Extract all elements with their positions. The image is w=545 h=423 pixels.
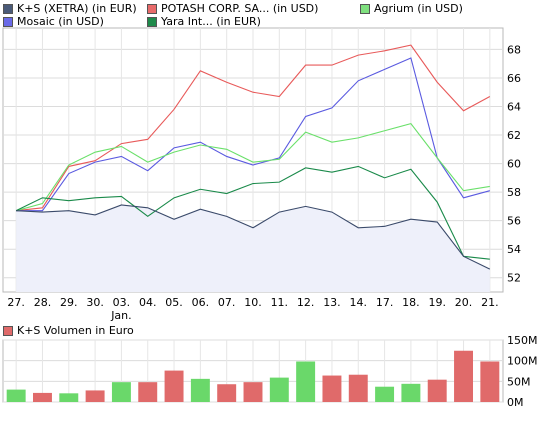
volume-legend-label: K+S Volumen in Euro [17, 324, 134, 337]
volume-bar [348, 374, 368, 402]
x-tick-label: 29. [60, 296, 78, 309]
x-tick-label: 21. [481, 296, 499, 309]
legend-label: Yara Int... (in EUR) [161, 15, 261, 28]
volume-y-tick-label: 100M [507, 355, 538, 368]
legend-swatch [3, 16, 13, 27]
volume-bar [6, 389, 26, 402]
x-tick-label: 28. [34, 296, 52, 309]
x-tick-label: 10. [244, 296, 262, 309]
volume-bar [111, 382, 131, 402]
legend-label: Agrium (in USD) [374, 2, 463, 15]
series-line-3 [16, 57, 490, 212]
volume-y-tick-label: 0M [507, 396, 524, 409]
legend-item-ks[interactable]: K+S (XETRA) (in EUR) [3, 2, 137, 15]
y-tick-label: 52 [507, 272, 521, 285]
y-tick-label: 66 [507, 72, 521, 85]
y-tick-label: 60 [507, 158, 521, 171]
y-tick-label: 64 [507, 100, 521, 113]
legend-item-yara[interactable]: Yara Int... (in EUR) [147, 15, 261, 28]
x-tick-label: 13. [323, 296, 341, 309]
x-tick-label: 05. [165, 296, 183, 309]
x-tick-label: 17. [376, 296, 394, 309]
volume-bar [217, 384, 237, 402]
legend-swatch [360, 3, 370, 14]
volume-bar [296, 361, 316, 402]
volume-bar [322, 375, 342, 402]
legend-label: K+S (XETRA) (in EUR) [17, 2, 137, 15]
y-tick-label: 58 [507, 186, 521, 199]
legend-swatch [147, 16, 157, 27]
volume-bar [59, 393, 79, 402]
x-tick-label: 04. [139, 296, 157, 309]
volume-bar [138, 382, 158, 402]
legend-label: POTASH CORP. SA... (in USD) [161, 2, 319, 15]
x-tick-label: 06. [192, 296, 210, 309]
x-tick-label: 11. [271, 296, 289, 309]
y-tick-label: 56 [507, 215, 521, 228]
volume-y-tick-label: 150M [507, 334, 538, 347]
series-line-4 [15, 165, 490, 260]
series-line-1 [16, 44, 491, 212]
volume-bar [243, 382, 263, 402]
legend-swatch [3, 3, 13, 14]
volume-y-tick-label: 50M [507, 375, 531, 388]
volume-bar [164, 370, 184, 402]
x-tick-label: 12. [297, 296, 315, 309]
volume-bar [269, 377, 289, 402]
legend-swatch [3, 325, 13, 336]
x-tick-label: 18. [402, 296, 420, 309]
x-tick-label: 07. [218, 296, 236, 309]
volume-bar [480, 361, 500, 402]
x-tick-label: 20. [455, 296, 473, 309]
series-line-0 [16, 204, 491, 270]
volume-bar [454, 350, 473, 402]
volume-legend: K+S Volumen in Euro [3, 324, 134, 337]
legend-label: Mosaic (in USD) [17, 15, 104, 28]
volume-bar [33, 392, 52, 402]
volume-bar [427, 379, 447, 402]
x-tick-label: 03. [113, 296, 131, 309]
series-line-2 [16, 122, 490, 212]
volume-bar [190, 378, 210, 402]
legend-item-potash[interactable]: POTASH CORP. SA... (in USD) [147, 2, 318, 15]
x-tick-label: 19. [428, 296, 446, 309]
x-tick-label: 14. [350, 296, 368, 309]
y-tick-label: 62 [507, 129, 521, 142]
x-tick-label: 27. [7, 296, 25, 309]
y-tick-label: 54 [507, 243, 521, 256]
volume-bar [401, 383, 421, 402]
x-tick-label: 30. [86, 296, 104, 309]
volume-bar [85, 390, 105, 402]
legend-swatch [147, 3, 157, 14]
volume-bar [375, 386, 395, 402]
series-area-ks [16, 204, 490, 292]
legend-item-mosaic[interactable]: Mosaic (in USD) [3, 15, 104, 28]
y-tick-label: 68 [507, 43, 521, 56]
legend-item-agrium[interactable]: Agrium (in USD) [360, 2, 463, 15]
x-tick-sublabel: Jan. [110, 309, 131, 322]
